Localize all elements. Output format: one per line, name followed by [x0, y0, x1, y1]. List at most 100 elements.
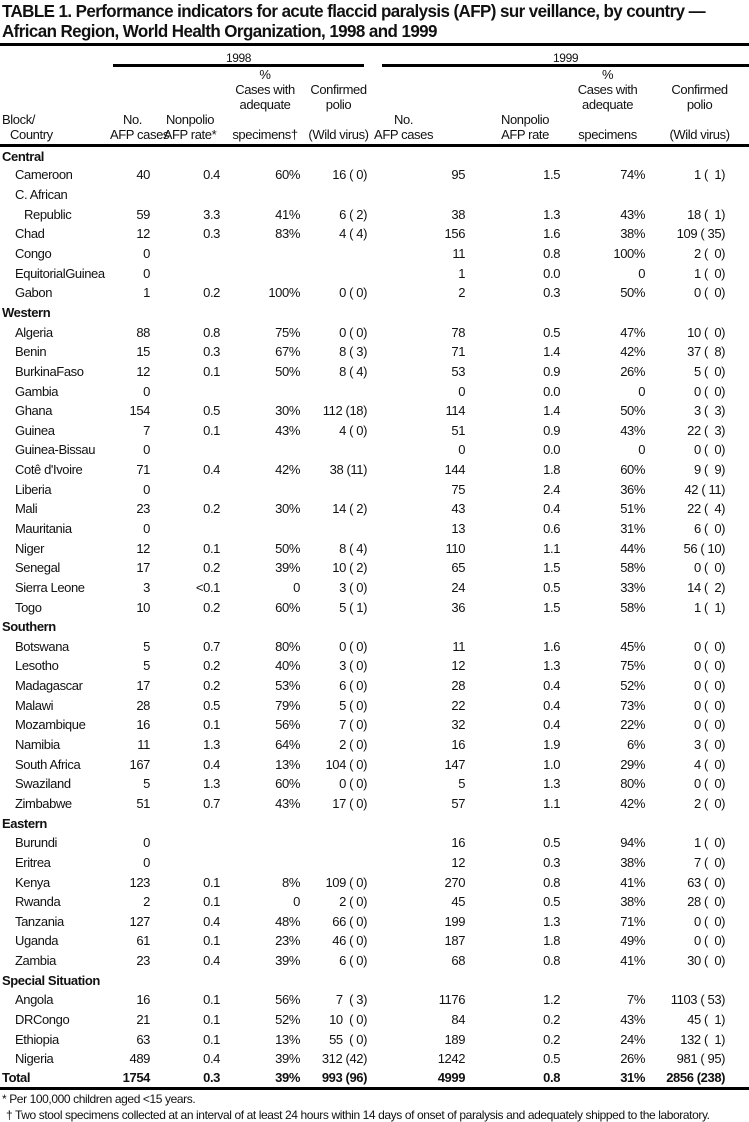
adequate-specimens-1998: 42%: [275, 462, 300, 478]
adequate-specimens-1998: 43%: [275, 422, 300, 438]
confirmed-polio-1999: 1 ( 1): [693, 599, 726, 615]
adequate-specimens-1999: 43%: [620, 422, 646, 438]
footnote-rate: * Per 100,000 children aged <15 years.: [2, 1091, 196, 1106]
afp-rate-1998: [155, 833, 225, 853]
afp-rate-1999: 1.2: [543, 992, 561, 1008]
confirmed-polio-1998: 6 ( 0): [339, 953, 368, 969]
afp-rate-1998: 3.3: [203, 206, 220, 222]
country-name: Zambia: [15, 953, 56, 969]
table-row: C. African: [0, 185, 749, 205]
afp-cases-1999: 1176: [438, 992, 466, 1008]
country-name: Tanzania: [15, 913, 64, 929]
afp-cases-1999: 144: [444, 462, 466, 478]
adequate-specimens-1998: 79%: [275, 697, 300, 713]
afp-rate-1999: 0.5: [543, 1051, 561, 1067]
adequate-specimens-1998: 48%: [275, 913, 300, 929]
afp-rate-1998: [155, 381, 225, 401]
confirmed-polio-1998: 3 ( 0): [339, 658, 368, 674]
adequate-specimens-1998: [225, 381, 305, 401]
afp-rate-1998: 0.2: [203, 285, 220, 301]
afp-rate-1998: 0.3: [203, 226, 220, 242]
table-row: Chad 12 0.3 83% 4 ( 4) 156 1.6 38% 109 ( 35): [0, 224, 749, 244]
header-country: Block/Country: [0, 112, 110, 147]
adequate-specimens-1999: 71%: [620, 913, 646, 929]
table-row: Liberia 0 75 2.4 36% 42 ( 11): [0, 479, 749, 499]
confirmed-polio-1999: 2856 (238): [650, 1068, 749, 1090]
confirmed-polio-1999: 1 ( 0): [693, 835, 726, 851]
afp-rate-1999: 0.4: [543, 501, 561, 517]
confirmed-polio-1999: 0 ( 0): [693, 383, 726, 399]
afp-rate-1998: 0.3: [203, 344, 220, 360]
block-row: Eastern: [0, 813, 749, 833]
afp-cases-1998: 0: [143, 246, 150, 262]
country-name: Malawi: [15, 697, 54, 713]
confirmed-polio-1998: [305, 833, 372, 853]
afp-rate-1999: 0.8: [543, 953, 561, 969]
header-confirmed-1999: Confirmed polio: [671, 82, 728, 112]
afp-rate-1998: <0.1: [195, 579, 220, 595]
adequate-specimens-1999: 52%: [620, 678, 646, 694]
confirmed-polio-1999: 56 ( 10): [683, 540, 726, 556]
header-specimens-1999: specimens: [565, 112, 651, 147]
adequate-specimens-1999: 74%: [620, 167, 646, 183]
afp-rate-1998: 0.1: [203, 363, 220, 379]
afp-cases-1999: 199: [444, 913, 466, 929]
afp-cases-1998: 17: [136, 560, 150, 576]
afp-cases-1999: 57: [451, 795, 466, 811]
afp-rate-1999: 0.9: [543, 363, 561, 379]
table-row: Mali 23 0.2 30% 14 ( 2) 43 0.4 51% 22 ( 4): [0, 499, 749, 519]
adequate-specimens-1998: 39%: [275, 1051, 300, 1067]
confirmed-polio-1998: [305, 853, 372, 873]
afp-rate-1998: 0.1: [203, 422, 220, 438]
afp-cases-1999: 0: [458, 383, 466, 399]
afp-rate-1998: 0.2: [203, 658, 220, 674]
confirmed-polio-1998: 112 (18): [322, 403, 368, 419]
confirmed-polio-1998: 8 ( 4): [339, 363, 368, 379]
afp-cases-1998: 0: [143, 265, 150, 281]
table-row: Benin 15 0.3 67% 8 ( 3) 71 1.4 42% 37 ( 8): [0, 342, 749, 362]
adequate-specimens-1999: 31%: [565, 1068, 651, 1090]
table-row: Niger 12 0.1 50% 8 ( 4) 110 1.1 44% 56 ( 10): [0, 538, 749, 558]
afp-cases-1998: 123: [129, 874, 151, 890]
afp-rate-1998: 0.1: [203, 540, 220, 556]
table-row: Mozambique 16 0.1 56% 7 ( 0) 32 0.4 22% 0 ( 0): [0, 715, 749, 735]
afp-rate-1998: 0.2: [203, 560, 220, 576]
adequate-specimens-1998: 50%: [275, 363, 300, 379]
afp-cases-1999: 114: [445, 403, 466, 419]
confirmed-polio-1999: 0 ( 0): [693, 658, 726, 674]
afp-cases-1999: 147: [444, 756, 466, 772]
country-name: Zimbabwe: [15, 795, 72, 811]
adequate-specimens-1999: 0: [638, 442, 646, 458]
afp-rate-1999: 1.3: [543, 206, 561, 222]
afp-rate-1999: 0.3: [543, 285, 561, 301]
afp-cases-1998: 71: [136, 462, 150, 478]
table-row: Guinea 7 0.1 43% 4 ( 0) 51 0.9 43% 22 ( 3): [0, 420, 749, 440]
afp-rate-1998: 0.1: [203, 874, 220, 890]
table-row: Malawi 28 0.5 79% 5 ( 0) 22 0.4 73% 0 ( 0): [0, 695, 749, 715]
afp-cases-1998: 0: [143, 481, 150, 497]
confirmed-polio-1999: 132 ( 1): [680, 1031, 726, 1047]
adequate-specimens-1999: 38%: [620, 226, 646, 242]
afp-rate-1998: 1.3: [203, 737, 220, 753]
table-row: Kenya 123 0.1 8% 109 ( 0) 270 0.8 41% 63 ( 0): [0, 872, 749, 892]
afp-cases-1998: 0: [143, 854, 150, 870]
country-name: Benin: [15, 344, 47, 360]
confirmed-polio-1999: 4 ( 0): [693, 756, 726, 772]
country-name: Chad: [15, 226, 45, 242]
afp-cases-1998: 12: [136, 363, 150, 379]
adequate-specimens-1998: 64%: [275, 737, 300, 753]
table-row: Burundi 0 16 0.5 94% 1 ( 0): [0, 833, 749, 853]
table-row: Zambia 23 0.4 39% 6 ( 0) 68 0.8 41% 30 ( 0): [0, 951, 749, 971]
country-name: Gambia: [15, 383, 59, 399]
adequate-specimens-1998: 50%: [275, 540, 300, 556]
table-row: Rwanda 2 0.1 0 2 ( 0) 45 0.5 38% 28 ( 0): [0, 892, 749, 912]
confirmed-polio-1999: 1 ( 0): [693, 265, 726, 281]
afp-cases-1998: 0: [143, 383, 150, 399]
adequate-specimens-1999: 0: [638, 383, 646, 399]
table-row: Togo 10 0.2 60% 5 ( 1) 36 1.5 58% 1 ( 1): [0, 597, 749, 617]
adequate-specimens-1998: 13%: [275, 756, 300, 772]
adequate-specimens-1998: 41%: [275, 206, 300, 222]
adequate-specimens-1999: 41%: [620, 874, 646, 890]
country-name: Niger: [15, 540, 45, 556]
confirmed-polio-1999: 1 ( 1): [693, 167, 726, 183]
